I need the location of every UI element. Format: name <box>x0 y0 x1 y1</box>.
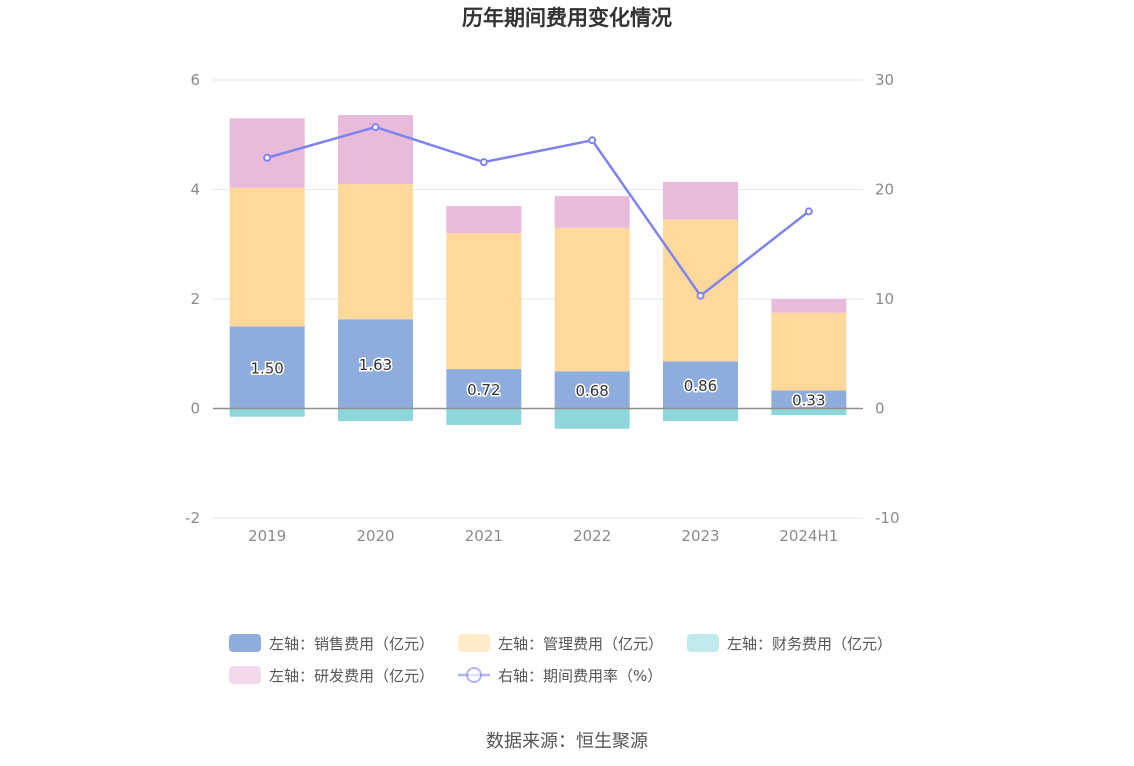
bar-labels: 1.50 1.63 0.72 0.68 0.86 0.33 <box>249 354 827 411</box>
y-left-tick-label: 6 <box>190 71 200 89</box>
y-right-tick-label: -10 <box>875 509 900 527</box>
bar-data-label: 1.63 <box>359 356 392 374</box>
bar-1-3 <box>554 227 630 372</box>
rate-point <box>371 123 380 132</box>
bar-3-3 <box>554 196 630 228</box>
bar-data-label: 1.50 <box>250 359 283 377</box>
bar-data-label: 0.33 <box>792 391 825 409</box>
bar-3-2 <box>446 205 522 234</box>
legend-swatch <box>229 634 261 652</box>
bar-3-4 <box>663 181 738 220</box>
y-right-tick-label: 30 <box>875 71 894 89</box>
bar-2-3 <box>554 408 630 429</box>
bar-1-1 <box>338 184 413 320</box>
y-left-tick-label: 2 <box>190 290 200 308</box>
legend-label: 左轴：财务费用（亿元） <box>727 635 892 653</box>
rate-line-path <box>266 125 810 298</box>
x-tick-label: 2023 <box>681 527 719 545</box>
chart-title: 历年期间费用变化情况 <box>462 6 672 30</box>
bar-1-0 <box>229 187 305 327</box>
y-right-tick-label: 0 <box>875 400 885 418</box>
rate-point <box>804 207 813 216</box>
legend-label: 右轴：期间费用率（%） <box>498 667 662 685</box>
bar-2-1 <box>338 408 413 422</box>
bar-0-0 <box>229 326 305 409</box>
legend-swatch <box>458 634 490 652</box>
x-tick-label: 2019 <box>248 527 286 545</box>
x-tick-label: 2020 <box>356 527 394 545</box>
bar-data-label: 0.72 <box>467 381 500 399</box>
legend-label: 左轴：研发费用（亿元） <box>269 667 434 685</box>
bar-0-2 <box>446 369 522 409</box>
x-tick-label: 2022 <box>573 527 611 545</box>
bar-data-label: 0.68 <box>575 382 608 400</box>
rate-point <box>696 291 705 300</box>
legend-swatch <box>229 666 261 684</box>
bar-0-4 <box>663 361 738 409</box>
bar-3-0 <box>229 118 305 188</box>
legend-label: 左轴：管理费用（亿元） <box>498 635 663 653</box>
y-left-tick-label: -2 <box>185 509 200 527</box>
bar-1-5 <box>771 312 847 391</box>
grid <box>213 79 863 519</box>
bar-2-0 <box>229 408 305 417</box>
legend: 左轴：销售费用（亿元） 左轴：管理费用（亿元） 左轴：财务费用（亿元） 左轴：研发费用… <box>229 634 892 685</box>
bar-data-label: 0.86 <box>684 377 717 395</box>
legend-line-marker <box>466 667 482 683</box>
rate-point <box>479 158 488 167</box>
bar-0-3 <box>554 371 630 409</box>
legend-swatch <box>687 634 719 652</box>
bars <box>229 115 847 429</box>
bar-0-5 <box>771 390 847 409</box>
rate-line <box>263 123 813 300</box>
bar-1-4 <box>663 219 738 362</box>
bar-0-1 <box>338 319 413 409</box>
bar-2-2 <box>446 408 522 425</box>
bar-1-2 <box>446 233 522 370</box>
y-left-tick-label: 4 <box>190 181 200 199</box>
bar-3-5 <box>771 299 847 313</box>
source-note: 数据来源：恒生聚源 <box>486 731 648 752</box>
y-right-tick-label: 20 <box>875 181 894 199</box>
axes: -2 0 2 4 6 -10 0 10 20 30 2019 2020 2021 2022 2023 2024… <box>185 71 899 545</box>
y-left-tick-label: 0 <box>190 400 200 418</box>
rate-point <box>263 153 272 162</box>
legend-label: 左轴：销售费用（亿元） <box>269 635 434 653</box>
x-tick-label: 2024H1 <box>779 527 838 545</box>
bar-2-5 <box>771 408 847 416</box>
rate-point <box>588 136 597 145</box>
x-tick-label: 2021 <box>465 527 503 545</box>
bar-2-4 <box>663 408 738 422</box>
y-right-tick-label: 10 <box>875 290 894 308</box>
